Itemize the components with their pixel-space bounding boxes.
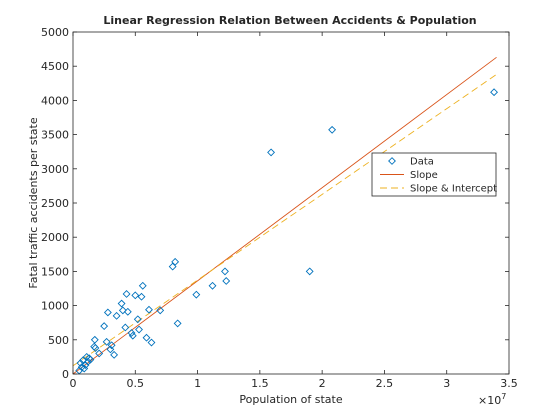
x-tick-label: 1 bbox=[194, 377, 201, 390]
y-tick-label: 500 bbox=[48, 334, 69, 347]
data-point bbox=[100, 322, 109, 331]
data-point bbox=[76, 359, 85, 367]
plot-area bbox=[73, 32, 509, 374]
x-axis-exponent-power: 7 bbox=[501, 392, 506, 401]
x-axis-ticks: 0 0.5 1 1.5 2 2.5 3 3.5 bbox=[70, 32, 518, 390]
y-tick-label: 5000 bbox=[41, 26, 69, 39]
x-tick-label: 0 bbox=[70, 377, 77, 390]
data-point bbox=[110, 350, 119, 359]
data-point bbox=[192, 290, 201, 299]
regression-line-slope bbox=[72, 56, 497, 375]
data-point bbox=[131, 291, 140, 300]
data-point bbox=[118, 306, 127, 315]
data-point bbox=[121, 323, 130, 332]
data-point bbox=[106, 345, 115, 354]
y-tick-label: 1000 bbox=[41, 300, 69, 313]
legend: Data Slope Slope & Intercept bbox=[371, 152, 497, 197]
data-point bbox=[145, 305, 153, 314]
data-point bbox=[168, 262, 177, 271]
data-point bbox=[147, 338, 156, 347]
data-point bbox=[86, 355, 95, 364]
data-point bbox=[123, 307, 132, 316]
data-point bbox=[267, 148, 276, 157]
y-tick-label: 2500 bbox=[41, 197, 69, 210]
y-tick-label: 4500 bbox=[41, 60, 69, 73]
data-point bbox=[117, 299, 126, 308]
y-axis-title: Fatal traffic accidents per state bbox=[27, 117, 40, 288]
x-tick-label: 0.5 bbox=[127, 377, 145, 390]
x-tick-label: 2.5 bbox=[376, 377, 394, 390]
x-axis-exponent: ×107 bbox=[478, 392, 506, 407]
data-point bbox=[208, 281, 217, 290]
legend-label: Data bbox=[410, 157, 434, 168]
data-point bbox=[112, 311, 121, 320]
legend-label: Slope bbox=[410, 170, 438, 181]
y-tick-label: 4000 bbox=[41, 94, 69, 107]
data-point bbox=[156, 306, 165, 315]
y-tick-label: 3000 bbox=[41, 163, 69, 176]
y-tick-label: 1500 bbox=[41, 265, 69, 278]
y-tick-label: 2000 bbox=[41, 231, 69, 244]
x-axis-title: Population of state bbox=[239, 393, 342, 406]
data-point bbox=[305, 267, 314, 276]
regression-lines bbox=[72, 56, 497, 375]
y-axis-ticks: 0 500 1000 1500 2000 2500 3000 3500 4000 4500 5000 bbox=[41, 26, 509, 381]
data-point bbox=[142, 333, 151, 342]
data-point bbox=[122, 290, 131, 298]
data-point bbox=[490, 88, 498, 97]
data-point bbox=[103, 308, 112, 317]
data-point bbox=[328, 125, 337, 134]
chart-title: Linear Regression Relation Between Accid… bbox=[103, 14, 476, 27]
data-point bbox=[133, 315, 142, 324]
data-point bbox=[171, 257, 180, 266]
data-point bbox=[91, 344, 100, 352]
data-point bbox=[137, 292, 146, 301]
data-point bbox=[138, 281, 147, 290]
legend-label: Slope & Intercept bbox=[410, 184, 497, 195]
y-tick-label: 0 bbox=[62, 368, 69, 381]
data-point bbox=[90, 335, 99, 344]
x-tick-label: 1.5 bbox=[251, 377, 269, 390]
data-point bbox=[222, 277, 231, 285]
x-tick-label: 3 bbox=[443, 377, 450, 390]
data-point bbox=[127, 329, 136, 337]
legend-marker-data bbox=[388, 157, 396, 165]
data-point bbox=[221, 267, 229, 276]
data-point bbox=[81, 361, 90, 370]
data-point bbox=[95, 349, 104, 358]
data-point bbox=[128, 331, 137, 340]
x-axis-exponent-base: ×10 bbox=[478, 394, 501, 407]
data-point bbox=[135, 325, 143, 334]
data-point bbox=[102, 337, 111, 346]
y-tick-label: 3500 bbox=[41, 129, 69, 142]
data-point bbox=[173, 319, 182, 328]
x-tick-label: 2 bbox=[319, 377, 326, 390]
x-tick-label: 3.5 bbox=[500, 377, 518, 390]
regression-line-slope-intercept bbox=[72, 74, 497, 367]
data-point bbox=[107, 341, 116, 350]
data-points bbox=[75, 88, 498, 375]
